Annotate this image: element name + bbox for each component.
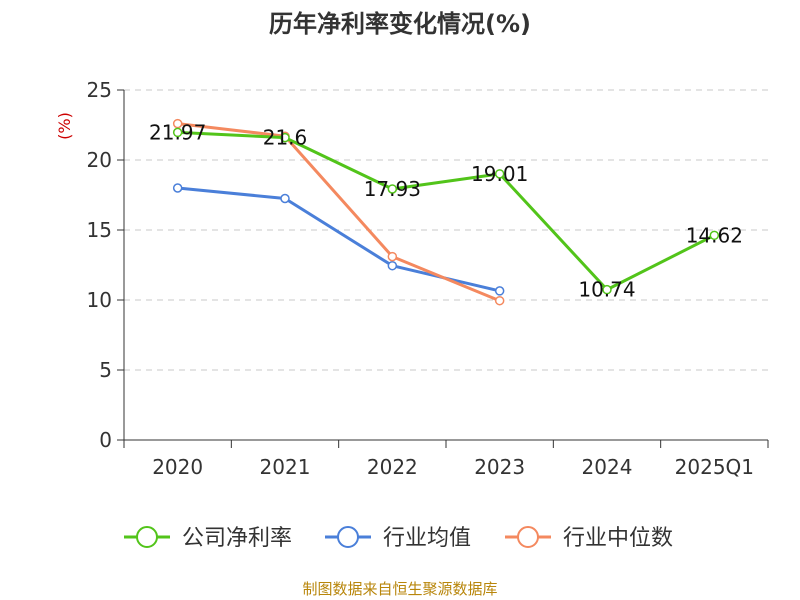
data-point: [387, 260, 398, 271]
legend: 公司净利率 行业均值 行业中位数: [124, 526, 673, 551]
grid-lines: [124, 89, 768, 371]
y-tick-label: 0: [99, 428, 112, 452]
data-label: 21.97: [149, 120, 206, 144]
legend-marker-icon: [136, 526, 158, 548]
series-lines: [172, 118, 720, 306]
data-point: [494, 169, 505, 179]
data-label: 14.62: [686, 223, 743, 247]
y-tick-label: 5: [99, 358, 112, 382]
x-tick-label: 2024: [582, 455, 633, 479]
y-axis-unit: (%): [55, 112, 74, 140]
y-tick-label: 20: [87, 148, 112, 172]
x-tick-label: 2021: [260, 455, 311, 479]
data-label: 17.93: [364, 177, 421, 201]
data-label: 21.6: [263, 126, 308, 150]
y-tick-label: 10: [87, 288, 112, 312]
data-point: [387, 184, 398, 194]
series-line: [177, 122, 501, 303]
y-tick-label: 25: [87, 78, 112, 102]
data-point: [602, 284, 612, 295]
data-label: 10.74: [578, 278, 635, 302]
legend-label: 行业均值: [383, 526, 471, 551]
axes: 0 5 10 15 20 25 2020 2021 2022 2023 2024 2025Q1: [87, 78, 769, 479]
x-tick-label: 2023: [474, 455, 525, 479]
legend-marker-icon: [337, 526, 359, 548]
data-point: [494, 286, 505, 296]
data-labels: 21.97 21.6 17.93 19.01 10.74 14.62: [149, 120, 743, 301]
data-point: [280, 193, 290, 204]
data-label: 19.01: [471, 162, 528, 186]
chart-title: 历年净利率变化情况(%): [269, 10, 531, 38]
data-point: [172, 183, 183, 193]
legend-label: 公司净利率: [182, 526, 292, 551]
x-tick-label: 2022: [367, 455, 418, 479]
x-tick-label: 2025Q1: [675, 455, 754, 479]
series-line: [177, 130, 716, 292]
series-line: [177, 186, 501, 293]
data-point: [172, 127, 183, 138]
data-point: [709, 230, 720, 241]
data-point: [494, 295, 505, 306]
legend-marker-icon: [517, 526, 539, 548]
y-tick-label: 15: [87, 218, 112, 242]
data-point: [172, 118, 183, 129]
data-point: [280, 132, 290, 143]
legend-label: 行业中位数: [563, 526, 673, 551]
x-tick-label: 2020: [152, 455, 203, 479]
source-note: 制图数据来自恒生聚源数据库: [302, 580, 497, 598]
data-point: [387, 251, 398, 262]
